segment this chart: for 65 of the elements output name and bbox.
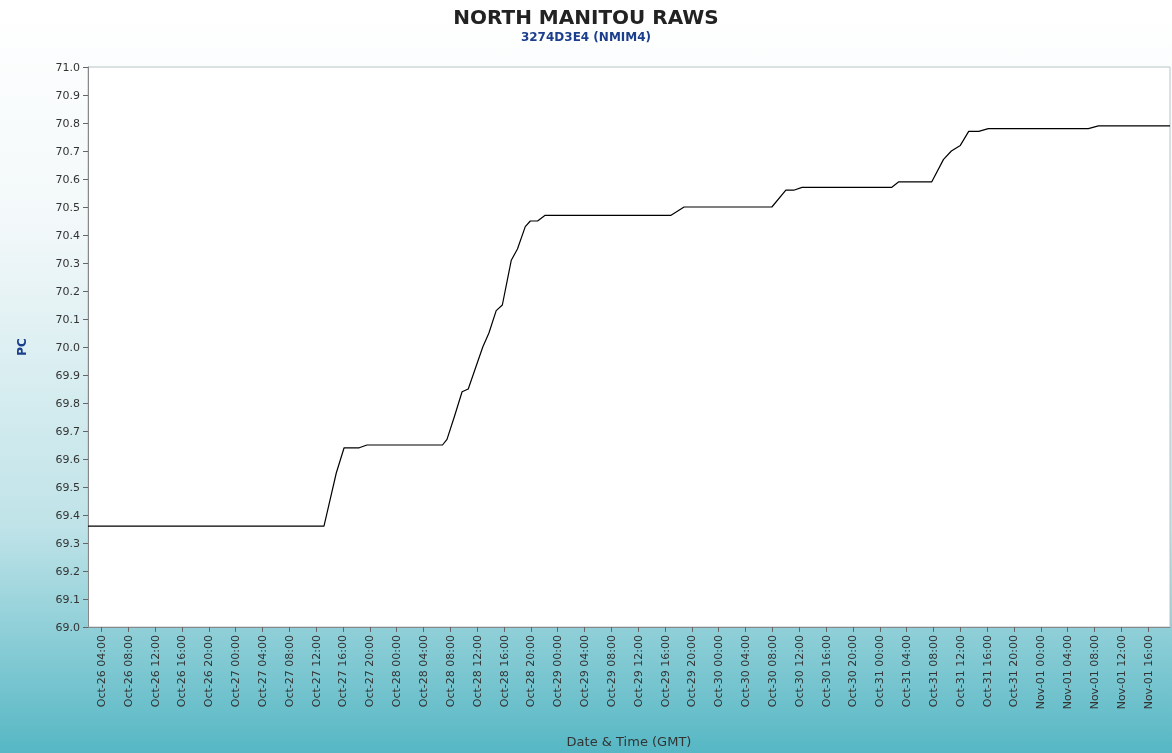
y-tick-label: 69.2 (55, 564, 80, 578)
x-tick-label: Oct-31 08:00 (926, 635, 940, 708)
y-tick-label: 70.3 (55, 256, 80, 270)
x-tick-label: Nov-01 16:00 (1141, 635, 1155, 710)
y-tick-label: 71.0 (55, 60, 80, 74)
y-tick-label: 70.6 (55, 172, 80, 186)
x-tick-label: Nov-01 00:00 (1034, 635, 1048, 710)
x-tick-label: Oct-27 00:00 (229, 635, 243, 708)
x-tick-label: Oct-28 12:00 (470, 635, 484, 708)
x-tick-label: Oct-28 00:00 (390, 635, 404, 708)
y-tick-label: 70.2 (55, 284, 80, 298)
x-tick-label: Nov-01 08:00 (1088, 635, 1102, 710)
x-tick-label: Oct-31 00:00 (873, 635, 887, 708)
y-tick-label: 69.8 (55, 396, 80, 410)
x-tick-label: Oct-29 12:00 (631, 635, 645, 708)
x-tick-label: Oct-26 20:00 (202, 635, 216, 708)
chart-subtitle: 3274D3E4 (NMIM4) (520, 30, 652, 44)
y-tick-label: 69.3 (55, 536, 80, 550)
x-tick-label: Oct-28 08:00 (443, 635, 457, 708)
x-tick-label: Oct-30 00:00 (712, 635, 726, 708)
x-tick-label: Oct-30 04:00 (739, 635, 753, 708)
y-tick-label: 69.5 (55, 480, 80, 494)
x-tick-label: Oct-26 04:00 (94, 635, 108, 708)
x-tick-label: Oct-26 12:00 (148, 635, 162, 708)
chart-title: NORTH MANITOU RAWS (453, 5, 719, 29)
x-tick-label: Oct-27 20:00 (363, 635, 377, 708)
x-tick-label: Oct-30 12:00 (792, 635, 806, 708)
y-tick-label: 69.1 (55, 592, 80, 606)
x-tick-label: Oct-27 16:00 (336, 635, 350, 708)
y-tick-label: 69.7 (55, 424, 80, 438)
x-tick-label: Oct-29 00:00 (551, 635, 565, 708)
x-tick-label: Oct-28 04:00 (417, 635, 430, 708)
y-tick-label: 70.8 (55, 116, 80, 130)
x-tick-label: Oct-30 20:00 (846, 635, 860, 708)
x-tick-label: Oct-28 16:00 (497, 635, 511, 708)
x-tick-label: Oct-27 08:00 (282, 635, 296, 708)
y-axis-title: PC (15, 338, 29, 356)
y-tick-label: 70.0 (55, 340, 80, 354)
x-tick-label: Oct-29 04:00 (578, 635, 592, 708)
x-tick-label: Nov-01 04:00 (1061, 635, 1075, 710)
x-axis-title: Date & Time (GMT) (566, 734, 692, 749)
y-tick-label: 69.4 (55, 508, 80, 522)
x-tick-label: Oct-31 04:00 (900, 635, 914, 708)
x-tick-label: Oct-26 16:00 (175, 635, 189, 708)
x-tick-label: Oct-29 08:00 (604, 635, 618, 708)
x-tick-label: Nov-01 12:00 (1114, 635, 1128, 710)
y-tick-label: 70.5 (55, 200, 80, 214)
y-tick-label: 69.9 (55, 368, 80, 382)
x-tick-label: Oct-30 16:00 (819, 635, 833, 708)
x-tick-label: Oct-31 16:00 (980, 635, 994, 708)
x-tick-label: Oct-31 20:00 (1007, 635, 1021, 708)
x-tick-label: Oct-27 12:00 (309, 635, 323, 708)
y-tick-label: 70.4 (55, 228, 80, 242)
y-tick-label: 70.7 (55, 144, 80, 158)
y-tick-label: 70.9 (55, 88, 80, 102)
x-tick-label: Oct-29 16:00 (658, 635, 672, 708)
y-tick-label: 69.0 (55, 620, 80, 634)
y-tick-label: 69.6 (55, 452, 80, 466)
x-tick-label: Oct-27 04:00 (255, 635, 269, 708)
x-tick-label: Oct-29 20:00 (685, 635, 699, 708)
x-tick-label: Oct-31 12:00 (953, 635, 967, 708)
x-tick-label: Oct-26 08:00 (121, 635, 135, 708)
x-tick-label: Oct-30 08:00 (765, 635, 779, 708)
y-tick-label: 70.1 (55, 312, 80, 326)
x-tick-label: Oct-28 20:00 (524, 635, 538, 708)
